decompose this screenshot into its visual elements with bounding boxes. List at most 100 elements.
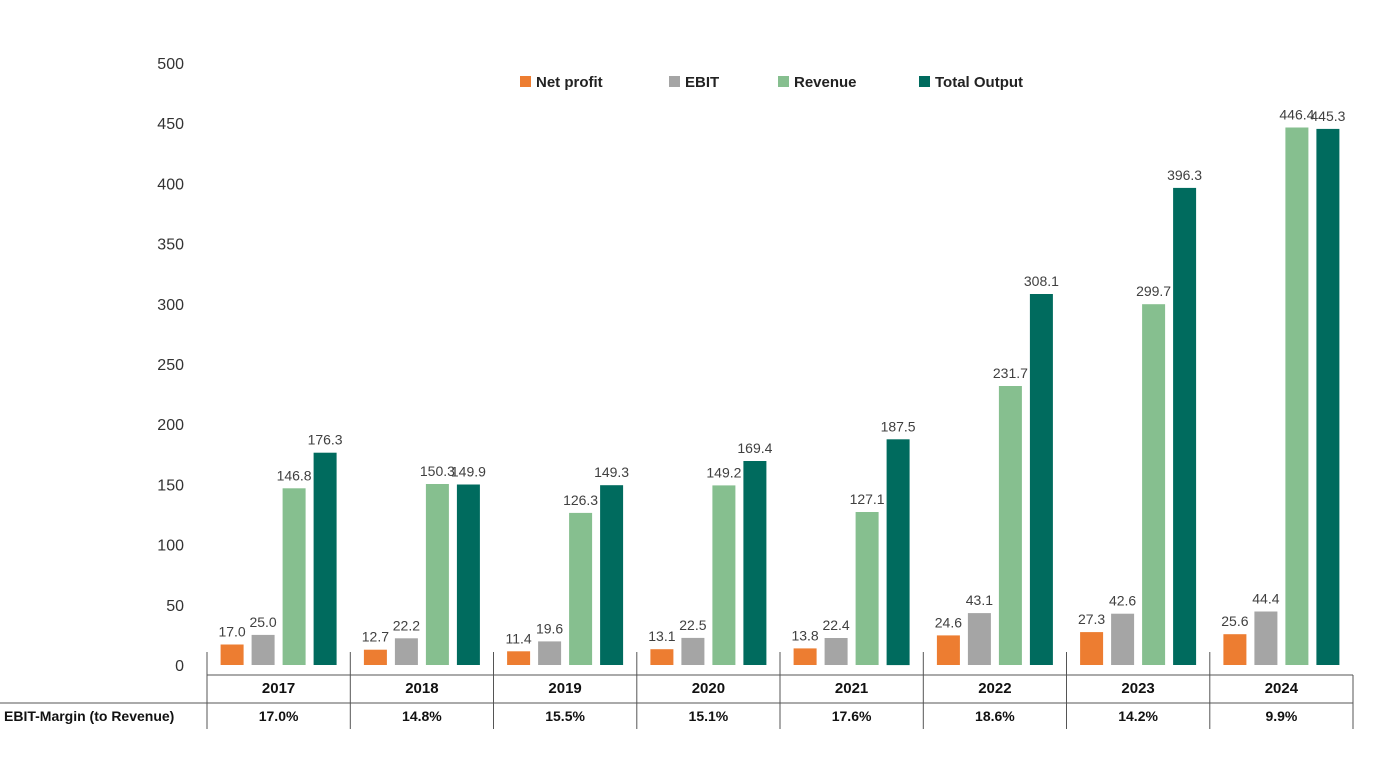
data-label: 127.1 (850, 491, 885, 507)
y-tick-label: 200 (157, 417, 184, 434)
x-category-label: 2022 (978, 680, 1011, 697)
data-label: 22.4 (822, 617, 849, 633)
data-label: 149.2 (706, 464, 741, 480)
y-tick-label: 500 (157, 56, 184, 73)
bar-total-output-2021 (886, 439, 910, 666)
ebit-margin-value: 15.1% (689, 708, 729, 724)
x-category-label: 2018 (405, 680, 438, 697)
y-tick-label: 0 (175, 658, 184, 675)
bar-revenue-2022 (998, 386, 1022, 665)
bar-net-profit-2018 (363, 649, 387, 665)
bar-ebit-2021 (824, 638, 848, 665)
category-table: 2017 17.0% 2018 14.8% 2019 15.5% 2020 15.1% 2021… (0, 652, 1354, 729)
data-label: 187.5 (881, 418, 916, 434)
ebit-margin-value: 9.9% (1265, 708, 1297, 724)
data-label: 24.6 (935, 614, 962, 630)
y-tick-label: 400 (157, 176, 184, 193)
bar-net-profit-2023 (1080, 632, 1104, 665)
bar-revenue-2023 (1142, 304, 1166, 665)
bar-ebit-2024 (1254, 611, 1278, 665)
bar-total-output-2017 (313, 452, 337, 665)
y-axis: 0 50 100 150 200 250 300 350 400 450 500 (157, 56, 184, 675)
legend: Net profit EBIT Revenue Total Output (520, 74, 1023, 91)
bar-total-output-2024 (1316, 128, 1340, 665)
x-category-label: 2019 (548, 680, 581, 697)
bar-ebit-2019 (538, 641, 562, 665)
ebit-margin-row-label: EBIT-Margin (to Revenue) (4, 708, 174, 724)
data-label: 396.3 (1167, 167, 1202, 183)
legend-label: Revenue (794, 74, 857, 91)
data-label: 146.8 (277, 467, 312, 483)
legend-label: EBIT (685, 74, 719, 91)
bar-ebit-2017 (251, 634, 275, 665)
bar-revenue-2020 (712, 485, 736, 665)
bar-revenue-2019 (569, 512, 593, 665)
y-tick-label: 450 (157, 116, 184, 133)
data-label: 22.5 (679, 617, 706, 633)
x-category-label: 2023 (1121, 680, 1154, 697)
legend-swatch-revenue (778, 76, 789, 87)
ebit-margin-value: 18.6% (975, 708, 1015, 724)
legend-label: Net profit (536, 74, 603, 91)
bar-net-profit-2022 (936, 635, 960, 665)
bar-total-output-2019 (600, 485, 624, 665)
bar-ebit-2022 (967, 613, 991, 665)
data-label: 446.4 (1279, 107, 1314, 123)
bar-total-output-2018 (456, 484, 480, 665)
ebit-margin-value: 14.8% (402, 708, 442, 724)
bar-total-output-2020 (743, 461, 767, 665)
legend-swatch-ebit (669, 76, 680, 87)
data-label: 43.1 (966, 592, 993, 608)
ebit-margin-value: 15.5% (545, 708, 585, 724)
data-label: 44.4 (1252, 591, 1279, 607)
data-label: 19.6 (536, 620, 563, 636)
data-label: 308.1 (1024, 273, 1059, 289)
bar-revenue-2018 (425, 484, 449, 665)
bar-revenue-2024 (1285, 127, 1309, 665)
data-label: 231.7 (993, 365, 1028, 381)
bar-revenue-2021 (855, 512, 879, 665)
data-label: 42.6 (1109, 593, 1136, 609)
bar-ebit-2020 (681, 637, 705, 665)
legend-swatch-total-output (919, 76, 930, 87)
ebit-margin-value: 17.6% (832, 708, 872, 724)
legend-label: Total Output (935, 74, 1023, 91)
data-label: 169.4 (737, 440, 772, 456)
x-category-label: 2020 (692, 680, 725, 697)
y-tick-label: 150 (157, 477, 184, 494)
bar-net-profit-2017 (220, 644, 244, 665)
data-label: 150.3 (420, 463, 455, 479)
data-label: 445.3 (1310, 108, 1345, 124)
data-label: 13.1 (648, 628, 675, 644)
data-label: 176.3 (308, 432, 343, 448)
x-category-label: 2017 (262, 680, 295, 697)
y-tick-label: 50 (166, 598, 184, 615)
ebit-margin-value: 17.0% (259, 708, 299, 724)
bar-net-profit-2019 (507, 651, 531, 665)
data-label: 12.7 (362, 629, 389, 645)
data-label: 11.4 (505, 630, 531, 646)
bars (220, 127, 1340, 666)
legend-swatch-net-profit (520, 76, 531, 87)
bar-net-profit-2021 (793, 648, 817, 665)
data-label: 25.0 (249, 614, 276, 630)
bar-total-output-2023 (1173, 187, 1197, 665)
data-label: 126.3 (563, 492, 598, 508)
bar-net-profit-2024 (1223, 634, 1247, 665)
bar-ebit-2018 (394, 638, 418, 665)
data-label: 17.0 (218, 624, 245, 640)
data-label: 299.7 (1136, 283, 1171, 299)
y-tick-label: 300 (157, 297, 184, 314)
y-tick-label: 350 (157, 237, 184, 254)
x-category-label: 2024 (1265, 680, 1299, 697)
y-tick-label: 250 (157, 357, 184, 374)
data-label: 149.3 (594, 464, 629, 480)
data-label: 149.9 (451, 464, 486, 480)
bar-total-output-2022 (1029, 294, 1053, 665)
data-label: 13.8 (791, 627, 818, 643)
data-label: 25.6 (1221, 613, 1248, 629)
bar-revenue-2017 (282, 488, 306, 665)
bar-net-profit-2020 (650, 649, 674, 665)
